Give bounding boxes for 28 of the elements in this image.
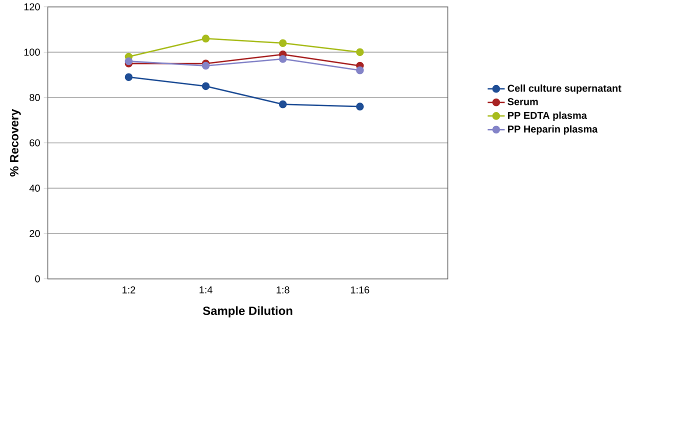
legend-label: PP Heparin plasma: [508, 125, 598, 134]
y-tick-label: 0: [35, 275, 40, 282]
y-tick-label: 100: [24, 48, 40, 56]
x-tick-label: 1:4: [200, 286, 212, 294]
point: [202, 34, 210, 42]
x-tick-label: 1:2: [122, 286, 136, 294]
point: [356, 66, 364, 74]
y-tick-label: 120: [24, 3, 40, 10]
point: [356, 102, 364, 110]
point: [278, 38, 287, 47]
x-axis-title: Sample Dilution: [202, 306, 292, 318]
point: [124, 72, 133, 81]
x-tick-label: 1:16: [351, 286, 370, 294]
x-tick-label: 1:8: [276, 286, 290, 294]
legend-label: Cell culture supernatant: [508, 84, 622, 94]
legend-label: PP EDTA plasma: [508, 111, 587, 121]
y-tick-label: 60: [30, 139, 40, 146]
point: [124, 57, 133, 65]
point: [278, 100, 287, 108]
legend-label: Serum: [508, 98, 538, 105]
y-tick-label: 40: [29, 184, 40, 192]
point: [356, 48, 364, 56]
point: [202, 62, 210, 70]
point: [278, 54, 287, 63]
y-tick-label: 20: [30, 230, 40, 237]
point: [202, 82, 210, 90]
y-axis-title: % Recovery: [10, 108, 21, 176]
y-tick-label: 80: [30, 94, 40, 101]
